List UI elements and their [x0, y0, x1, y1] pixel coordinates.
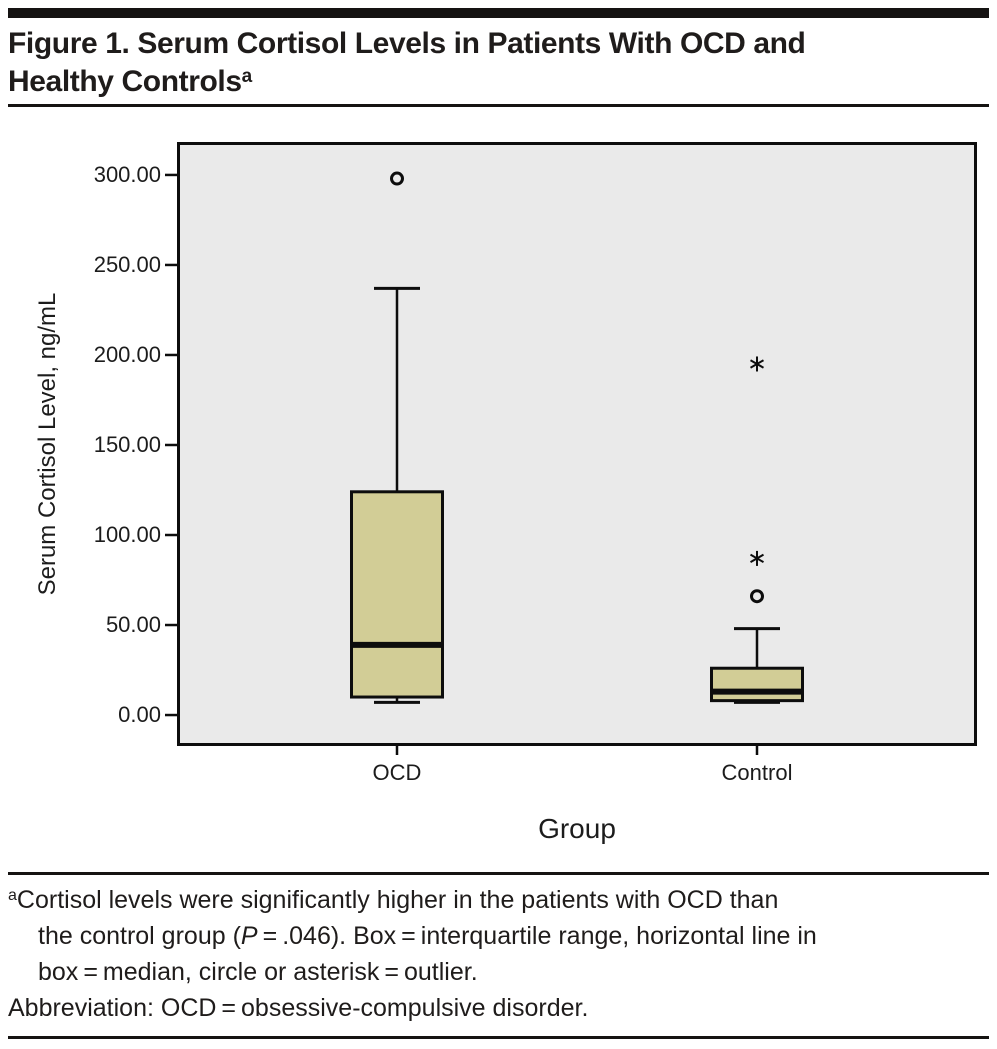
bottom-divider-line	[8, 1036, 989, 1039]
outlier-asterisk	[750, 356, 764, 372]
figure-title-line2: Healthy Controlsa	[8, 63, 993, 101]
outlier-circle	[390, 171, 404, 186]
x-category-label-ocd: OCD	[372, 760, 422, 785]
y-tick-label: 250.00	[93, 251, 161, 277]
x-category-label-control: Control	[721, 760, 793, 785]
asterisk-stroke	[750, 553, 764, 564]
asterisk-stroke	[750, 359, 764, 369]
title-divider-line	[8, 104, 989, 107]
boxplot-canvas	[165, 142, 977, 755]
y-tick-label: 100.00	[93, 522, 161, 547]
figure-title: Figure 1. Serum Cortisol Levels in Patie…	[8, 25, 993, 101]
y-tick-label: 0.00	[118, 702, 161, 728]
footnote-line2-post: = .046). Box = interquartile range, hori…	[257, 922, 817, 950]
footnote-line1: aCortisol levels were significantly high…	[8, 882, 993, 918]
y-tick-label: 50.00	[105, 612, 161, 638]
iqr-box-ocd	[350, 490, 444, 699]
plot-frame	[177, 142, 977, 746]
figure-top-bar	[8, 8, 989, 18]
footnote-line1-text: Cortisol levels were significantly highe…	[16, 886, 779, 914]
figure-title-line1: Figure 1. Serum Cortisol Levels in Patie…	[8, 27, 806, 60]
outlier-circle	[750, 589, 764, 604]
y-tick-label: 150.00	[93, 431, 161, 457]
iqr-box-control	[710, 666, 804, 703]
footnote-line3: box = median, circle or asterisk = outli…	[38, 958, 478, 986]
footnote-line2: the control group (P = .046). Box = inte…	[8, 918, 993, 954]
footnote-marker-a: a	[8, 887, 17, 904]
footnote-line2-pre: the control group (	[38, 922, 241, 950]
footnote-p-value-symbol: P	[240, 922, 258, 950]
y-tick-label: 200.00	[93, 341, 161, 367]
outlier-asterisk	[750, 550, 764, 566]
figure-title-line2-text: Healthy Controls	[8, 65, 242, 98]
title-footnote-marker: a	[241, 66, 253, 87]
figure-footnote: aCortisol levels were significantly high…	[8, 882, 993, 1026]
y-tick-label: 300.00	[93, 161, 161, 187]
x-axis-title: Group	[538, 813, 616, 844]
footnote-divider-line	[8, 872, 989, 875]
footnote-abbreviation: Abbreviation: OCD = obsessive-compulsive…	[8, 994, 589, 1022]
